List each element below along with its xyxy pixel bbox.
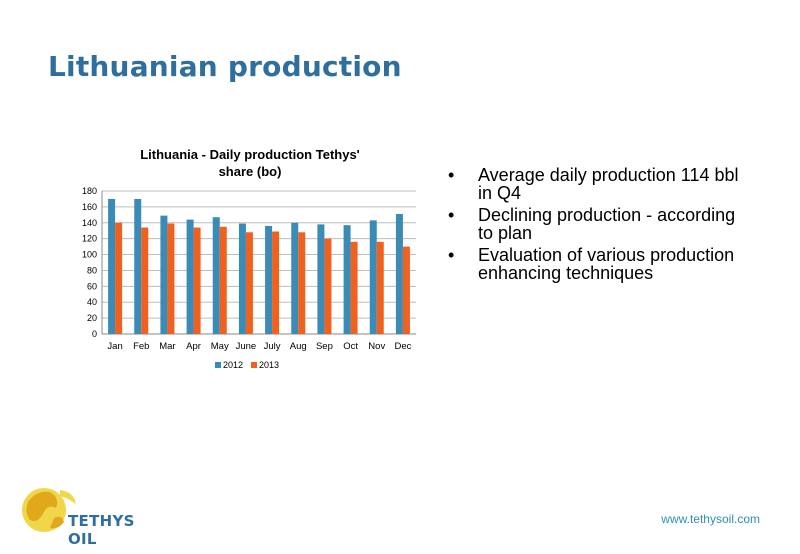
bar-2013-may xyxy=(219,226,227,334)
legend-swatch-2013 xyxy=(251,362,257,368)
bar-2013-sep xyxy=(324,238,332,334)
website-link[interactable]: www.tethysoil.com xyxy=(661,512,760,526)
bar-2013-oct xyxy=(350,241,358,334)
x-tick-label: Mar xyxy=(159,341,175,352)
chart-title-line-1: Lithuania - Daily production Tethys' xyxy=(140,147,360,162)
chart-container: Lithuania - Daily production Tethys' sha… xyxy=(80,140,430,390)
bullet-item: Average daily production 114 bbl in Q4 xyxy=(448,166,748,202)
chart-title-line-2: share (bo) xyxy=(218,164,282,179)
bar-2012-oct xyxy=(343,225,351,334)
company-logo: TETHYS OIL xyxy=(20,484,160,548)
y-tick-label: 0 xyxy=(92,329,97,339)
bar-2012-jan xyxy=(108,198,116,334)
y-tick-label: 80 xyxy=(87,265,97,275)
y-tick-label: 180 xyxy=(82,186,97,196)
y-tick-label: 20 xyxy=(87,313,97,323)
x-tick-label: Dec xyxy=(394,341,411,352)
bar-2013-mar xyxy=(167,223,175,334)
x-tick-label: Jan xyxy=(107,341,122,352)
bar-2012-apr xyxy=(186,219,194,334)
bar-2013-dec xyxy=(402,246,410,334)
bullet-item: Declining production - according to plan xyxy=(448,206,748,242)
logo-text: TETHYS OIL xyxy=(68,512,135,548)
legend-label-2013: 2013 xyxy=(259,360,279,370)
x-tick-label: Feb xyxy=(133,341,149,352)
globe-icon xyxy=(22,488,76,532)
x-tick-label: Nov xyxy=(368,341,385,352)
bar-2012-june xyxy=(238,223,246,334)
y-tick-label: 140 xyxy=(82,218,97,228)
x-tick-label: Oct xyxy=(343,341,358,352)
bar-2013-nov xyxy=(376,241,384,334)
bar-2012-dec xyxy=(395,214,403,334)
bar-2012-aug xyxy=(291,222,299,334)
bar-2013-feb xyxy=(141,227,149,334)
bar-2013-apr xyxy=(193,227,201,334)
bar-2012-sep xyxy=(317,224,325,334)
x-tick-label: Apr xyxy=(186,341,201,352)
legend-label-2012: 2012 xyxy=(223,360,243,370)
bullet-item: Evaluation of various production enhanci… xyxy=(448,246,748,282)
x-tick-label: July xyxy=(264,341,281,352)
bar-2012-may xyxy=(212,217,220,334)
bar-2012-feb xyxy=(134,198,142,334)
y-tick-label: 160 xyxy=(82,202,97,212)
y-tick-label: 100 xyxy=(82,250,97,260)
legend-swatch-2012 xyxy=(215,362,221,368)
x-tick-label: Sep xyxy=(316,341,333,352)
bar-chart: 0 20 40 60 80 100 120 140 160 180 Jan Feb Mar Apr May J… xyxy=(82,186,416,370)
bar-2013-jan xyxy=(115,222,123,334)
x-tick-label: Aug xyxy=(290,341,307,352)
y-tick-label: 120 xyxy=(82,234,97,244)
x-tick-label: May xyxy=(211,341,229,352)
bullet-list: Average daily production 114 bbl in Q4 D… xyxy=(448,166,748,286)
chart-title: Lithuania - Daily production Tethys' sha… xyxy=(110,146,390,180)
y-tick-label: 40 xyxy=(87,297,97,307)
bar-2012-mar xyxy=(160,215,168,334)
y-tick-label: 60 xyxy=(87,281,97,291)
bar-2013-june xyxy=(245,232,253,334)
bar-2012-nov xyxy=(369,220,377,334)
bar-2012-july xyxy=(265,225,273,334)
slide-title: Lithuanian production xyxy=(48,50,402,83)
bar-2013-aug xyxy=(298,232,306,334)
bar-2013-july xyxy=(272,231,280,334)
x-tick-label: June xyxy=(236,341,257,352)
